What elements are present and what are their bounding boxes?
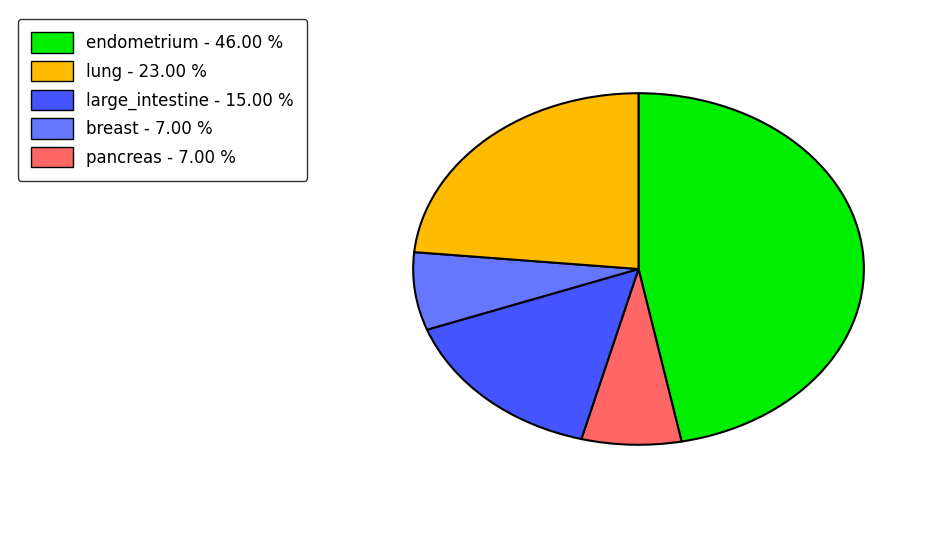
Wedge shape: [414, 93, 639, 269]
Legend: endometrium - 46.00 %, lung - 23.00 %, large_intestine - 15.00 %, breast - 7.00 : endometrium - 46.00 %, lung - 23.00 %, l…: [18, 19, 307, 181]
Wedge shape: [581, 269, 682, 445]
Wedge shape: [413, 252, 639, 330]
Wedge shape: [427, 269, 639, 439]
Wedge shape: [639, 93, 864, 442]
